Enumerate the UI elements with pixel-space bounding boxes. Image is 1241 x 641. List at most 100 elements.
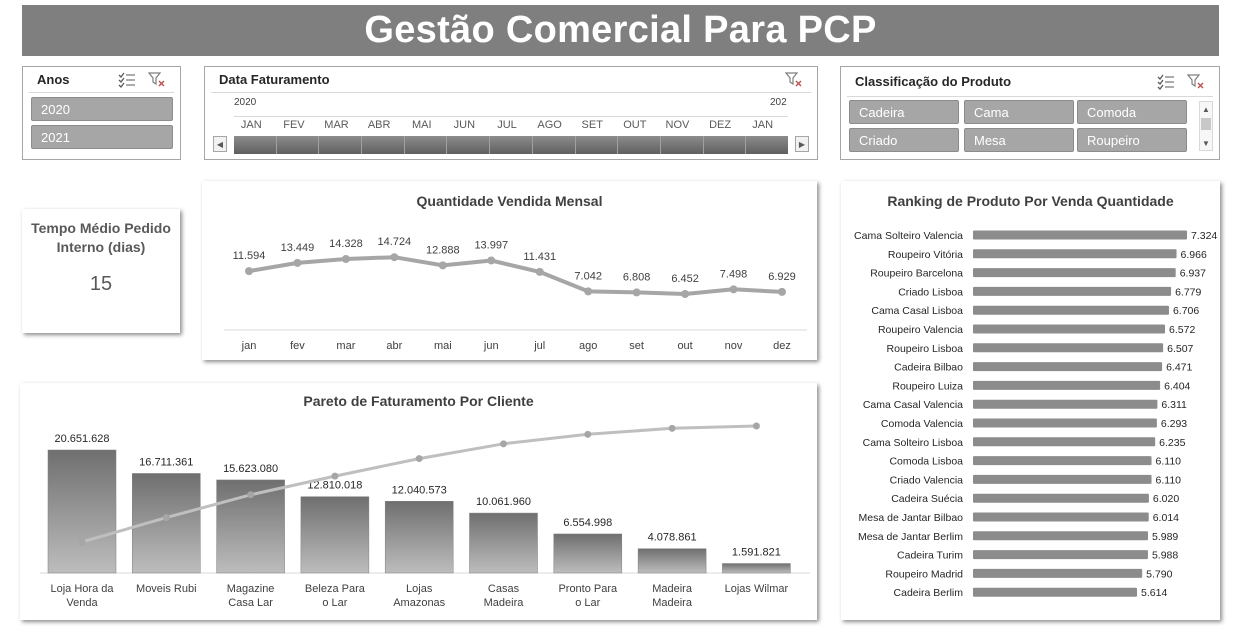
ranking-category-label: Cama Solteiro Valencia (854, 230, 963, 242)
ranking-category-label: Mesa de Jantar Bilbao (859, 512, 964, 524)
monthly-category-label: nov (725, 340, 743, 352)
pareto-bar (469, 512, 538, 574)
timeline-month-label: ABR (367, 119, 391, 131)
pareto-data-label: 16.711.361 (139, 456, 193, 468)
timeline-month-label: JUN (453, 119, 476, 131)
monthly-category-label: dez (773, 340, 791, 352)
pareto-bar (553, 533, 623, 574)
monthly-category-label: ago (579, 340, 597, 352)
timeline-month-label: MAI (411, 119, 432, 131)
ranking-chart-title: Ranking de Produto Por Venda Quantidade (887, 193, 1174, 209)
timeline-divider (234, 116, 788, 117)
timeline-month-label: MAR (324, 119, 349, 131)
ranking-bar (973, 230, 1187, 240)
class-comoda-button[interactable]: Comoda (1077, 100, 1187, 124)
monthly-category-label: mai (434, 340, 452, 352)
kpi-title: Tempo Médio Pedido Interno (dias) (31, 220, 171, 255)
multi-select-icon[interactable] (118, 72, 136, 88)
monthly-data-label: 14.724 (378, 236, 412, 248)
clear-filter-icon[interactable] (1187, 73, 1205, 90)
kpi-card: Tempo Médio Pedido Interno (dias) 15 (22, 209, 180, 333)
product-ranking-chart: Ranking de Produto Por Venda Quantidade … (841, 181, 1220, 620)
ranking-category-label: Roupeiro Lisboa (887, 343, 964, 355)
ranking-data-label: 6.966 (1181, 249, 1207, 261)
timeline-month-label: JAN (240, 119, 262, 131)
monthly-data-point (778, 287, 786, 296)
timeline-months: JAN FEV MAR ABR MAI JUN JUL AGO SET OUT NOV DEZ JAN (234, 119, 788, 133)
ranking-bar (973, 268, 1176, 278)
pareto-category-label: Magazine Casa Lar (227, 583, 275, 609)
class-roupeiro-button[interactable]: Roupeiro (1077, 128, 1187, 152)
ranking-bar (973, 437, 1156, 447)
ranking-category-label: Cama Casal Valencia (863, 399, 963, 411)
slicer-scrollbar[interactable]: ▲ ▼ (1199, 101, 1213, 151)
timeline-scroll-right-icon[interactable]: ▶ (795, 136, 809, 152)
timeline-month-label: OUT (623, 119, 647, 131)
ranking-bar (973, 399, 1158, 409)
ranking-category-label: Roupeiro Valencia (878, 324, 963, 336)
ranking-data-label: 6.293 (1161, 418, 1187, 430)
class-mesa-button[interactable]: Mesa (964, 128, 1074, 152)
class-criado-button[interactable]: Criado (849, 128, 959, 152)
pareto-category-label: Moveis Rubi (136, 583, 197, 595)
product-class-slicer: Classificação do Produto Cadeira Cama Co… (840, 66, 1220, 160)
monthly-data-label: 11.594 (233, 250, 266, 262)
monthly-data-point (245, 267, 253, 276)
timeline-selection-bar[interactable] (234, 136, 788, 154)
class-cadeira-button[interactable]: Cadeira (849, 100, 959, 124)
pareto-cumulative-point (247, 491, 255, 499)
ranking-bar (973, 418, 1157, 428)
timeline-month-label: NOV (665, 119, 690, 131)
ranking-data-label: 5.790 (1146, 568, 1172, 580)
pareto-cumulative-point (78, 538, 86, 546)
monthly-category-label: fev (290, 340, 305, 352)
class-cama-button[interactable]: Cama (964, 100, 1074, 124)
year-2020-button[interactable]: 2020 (31, 97, 173, 121)
monthly-chart-plot: 11.594 jan 13.449 fev 14.328 mar 14.724 abr 12.8… (224, 236, 807, 352)
pareto-data-label: 20.651.628 (54, 433, 109, 445)
ranking-bar (973, 362, 1163, 372)
ranking-data-label: 6.572 (1169, 324, 1195, 336)
ranking-category-label: Criado Lisboa (898, 286, 963, 298)
timeline-header: Data Faturamento (211, 67, 811, 93)
monthly-data-point (729, 285, 738, 294)
monthly-category-label: jan (241, 340, 257, 352)
monthly-category-label: abr (386, 340, 402, 352)
monthly-quantity-chart: Quantidade Vendida Mensal 11.594 jan 13.44… (202, 181, 817, 360)
monthly-data-label: 13.997 (474, 239, 508, 251)
scroll-up-icon[interactable]: ▲ (1202, 104, 1210, 114)
ranking-bar (973, 493, 1149, 503)
ranking-category-label: Cadeira Suécia (891, 493, 963, 505)
ranking-chart-plot: Cama Solteiro Valencia 7.324 Roupeiro Vitó… (854, 230, 1217, 599)
monthly-data-label: 14.328 (329, 238, 363, 250)
year-2021-button[interactable]: 2021 (31, 125, 173, 149)
pareto-bar (384, 501, 454, 574)
ranking-data-label: 6.235 (1159, 437, 1185, 449)
ranking-bar (973, 587, 1138, 597)
ranking-data-label: 6.311 (1161, 399, 1187, 411)
ranking-bar (973, 531, 1148, 541)
pareto-data-label: 12.040.573 (392, 484, 447, 496)
clear-filter-icon[interactable] (785, 71, 803, 88)
timeline-scroll-left-icon[interactable]: ◀ (213, 136, 227, 152)
product-class-slicer-header: Classificação do Produto (847, 67, 1213, 97)
multi-select-icon[interactable] (1157, 74, 1175, 90)
monthly-chart-title: Quantidade Vendida Mensal (416, 193, 603, 209)
pareto-category-label: Lojas Amazonas (393, 583, 445, 609)
ranking-bar (973, 324, 1166, 334)
ranking-bar (973, 305, 1169, 315)
ranking-category-label: Comoda Lisboa (889, 456, 963, 468)
pareto-category-label: Beleza Para o Lar (305, 583, 366, 609)
pareto-category-label: Pronto Para o Lar (558, 583, 618, 609)
monthly-data-label: 7.042 (574, 270, 602, 282)
monthly-category-label: jun (483, 340, 499, 352)
scroll-down-icon[interactable]: ▼ (1202, 138, 1210, 148)
monthly-data-point (438, 261, 447, 270)
pareto-data-label: 6.554.998 (563, 517, 612, 529)
pareto-bar (300, 496, 370, 574)
monthly-data-label: 13.449 (281, 242, 315, 254)
clear-filter-icon[interactable] (148, 71, 166, 88)
ranking-data-label: 6.706 (1173, 305, 1199, 317)
scroll-thumb[interactable] (1201, 118, 1211, 130)
monthly-data-point (293, 258, 302, 267)
